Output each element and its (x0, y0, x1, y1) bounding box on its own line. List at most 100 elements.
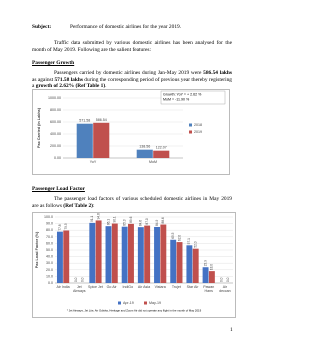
y-tick-label: 40.0 (46, 255, 53, 259)
legend-label: Apr-19 (123, 301, 134, 305)
y-tick-label: 10.0 (46, 274, 53, 278)
x-tick-label: Air deccan (219, 285, 231, 293)
section-heading: Passenger Growth (32, 60, 75, 66)
annotation: Growth: YoY = + 2.62 % (163, 92, 202, 96)
bar (93, 122, 110, 158)
annotation: MoM = -11.90 % (163, 97, 190, 101)
data-label: 94.8 (96, 213, 100, 219)
x-tick-label: Air India (56, 285, 70, 289)
y-tick-label: 0.0 (48, 281, 53, 285)
text-run: . (105, 83, 107, 90)
y-tick-label: 90.0 (46, 222, 53, 226)
legend-label: 2018 (194, 123, 202, 127)
data-label: 89.6 (129, 216, 133, 222)
x-tick-label: Vistara (154, 285, 166, 289)
x-tick-label: Star Air (186, 285, 199, 289)
data-label: 90.1 (113, 216, 117, 222)
data-label: 57.1 (187, 238, 191, 244)
data-label: 84.9 (155, 220, 159, 226)
legend-swatch (118, 301, 121, 305)
y-axis-label: Pax Carried (in Lakhs) (37, 107, 41, 148)
data-label: 0.0 (80, 277, 84, 282)
y-tick-label: 70.0 (46, 235, 53, 239)
y-tick-label: 50.0 (46, 248, 53, 252)
paragraph: Passengers carried by domestic airlines … (32, 70, 232, 90)
data-label: 79.5 (64, 223, 68, 229)
text-run: growth of 2.62% (Ref Table 1) (35, 83, 106, 90)
footnote: * Jet Airways, Jet Lite, Air Odisha, Her… (67, 309, 202, 313)
subject-label: Subject: (32, 24, 52, 30)
data-label: 122.07 (156, 146, 167, 150)
text-run: as against (32, 76, 55, 83)
x-tick-label: MoM (149, 160, 157, 164)
bar (202, 267, 209, 283)
data-label: 88.6 (161, 217, 165, 223)
bar (137, 227, 144, 283)
text-run: 571.58 lakhs (54, 76, 83, 83)
x-tick-label: Jet Airways (72, 285, 86, 293)
bar (56, 231, 63, 283)
bar (153, 150, 170, 158)
legend-swatch (144, 301, 147, 305)
y-tick-label: 60.0 (46, 241, 53, 245)
page-number: 1 (230, 327, 233, 333)
text-run: : (92, 202, 95, 209)
y-tick-label: 20.0 (46, 268, 53, 272)
y-tick-label: 800.00 (50, 108, 61, 112)
bar (136, 149, 153, 158)
bar (76, 123, 93, 158)
chart: 0.00 200.00 400.00 600.00 800.00 1000.00 Pax C… (32, 89, 230, 175)
y-tick-label: 600.00 (50, 120, 61, 124)
data-label: 0.0 (220, 277, 224, 282)
bar (121, 226, 128, 283)
data-label: 86.1 (106, 219, 110, 225)
y-tick-label: 100.0 (44, 215, 53, 219)
bar (63, 230, 70, 283)
x-tick-label: Trujet (171, 285, 181, 289)
legend-label: May-19 (149, 301, 161, 305)
text-run: Passengers carried by domestic airlines … (54, 70, 204, 76)
bar (208, 271, 215, 283)
text-run: Traffic data submitted by various domest… (32, 40, 232, 53)
y-tick-label: 30.0 (46, 261, 53, 265)
section-heading: Passenger Load Factor (32, 186, 85, 192)
data-label: 77.8 (58, 224, 62, 230)
text-run: 586.54 lakhs (203, 70, 233, 76)
text-run: (Ref Table 2) (63, 202, 93, 209)
bar (144, 225, 151, 283)
data-label: 87.0 (145, 218, 149, 224)
bar (111, 223, 118, 283)
page: Subject: Performance of domestic airline… (32, 24, 236, 333)
bar (170, 239, 177, 283)
data-label: 52.0 (194, 241, 198, 247)
data-label: 85.3 (123, 219, 127, 225)
legend-swatch (189, 130, 192, 134)
data-label: 91.1 (90, 215, 94, 221)
bar (95, 220, 102, 283)
x-tick-label: YoY (89, 160, 97, 164)
bar (186, 245, 193, 283)
intro: Traffic data submitted by various domest… (32, 40, 232, 53)
subject-text: Performance of domestic airlines for the… (70, 24, 182, 30)
x-tick-label: Air Asia (137, 285, 151, 289)
bar (89, 222, 96, 283)
chart-svg: 0.0 10.0 20.0 30.0 40.0 50.0 60.0 70.0 80.0 90.0 1… (35, 213, 233, 313)
x-tick-label: IndiGo (122, 285, 134, 289)
y-tick-label: 400.00 (50, 132, 61, 136)
y-tick-label: 80.0 (46, 228, 53, 232)
data-label: 23.9 (203, 260, 207, 266)
data-label: 0.0 (226, 277, 230, 282)
data-label: 0.0 (74, 277, 78, 282)
bar (160, 224, 167, 283)
y-tick-label: 1000.00 (48, 96, 61, 100)
bar (192, 248, 199, 283)
text-run: The passenger load factors of various sc… (32, 196, 232, 209)
data-label: 18.0 (210, 264, 214, 270)
legend-swatch (189, 123, 192, 127)
x-tick-label: Pawan Hans (203, 285, 215, 293)
data-label: 62.0 (177, 235, 181, 241)
data-label: 586.54 (96, 118, 107, 122)
data-label: 65.5 (171, 232, 175, 238)
bar (176, 242, 183, 283)
y-axis-label: Pax Load Factor (%) (35, 231, 39, 268)
